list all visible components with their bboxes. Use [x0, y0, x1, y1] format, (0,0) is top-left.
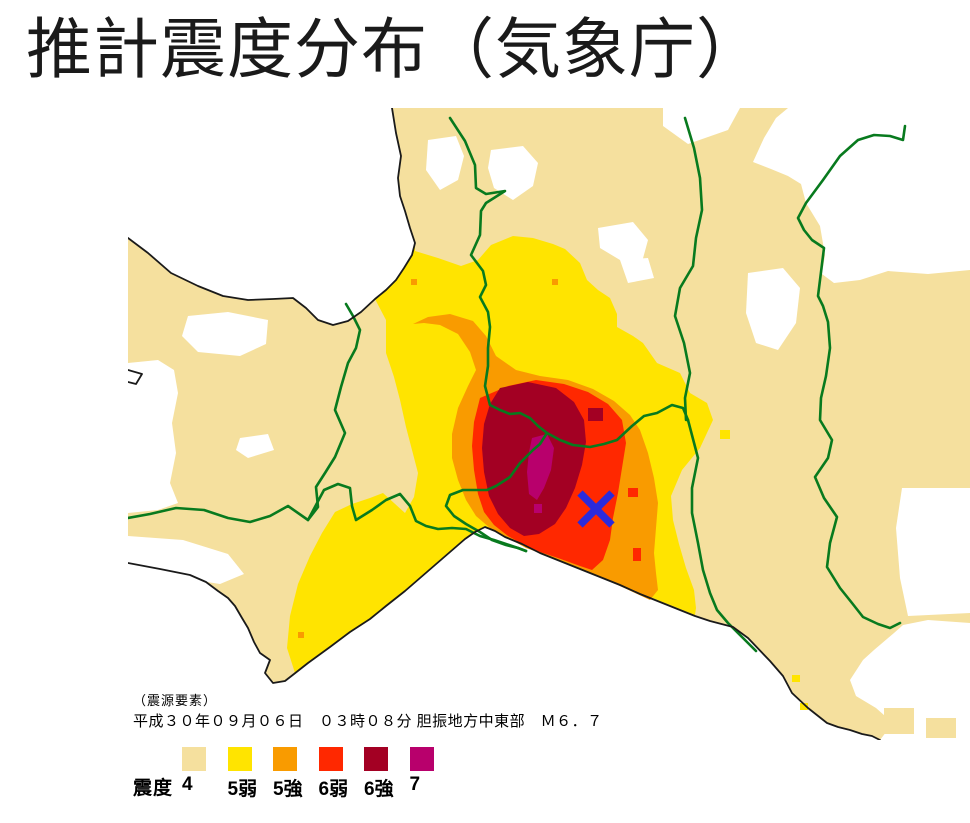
white-patch: [182, 312, 268, 356]
legend-swatch-6-upper: [364, 747, 389, 771]
intensity-legend: 震度 4 5弱 5強 6弱 6強 7: [133, 747, 455, 801]
intensity-6-lower-speckle: [633, 548, 641, 561]
boundary-line: [306, 302, 362, 522]
page-title: 推計震度分布（気象庁）: [26, 12, 763, 86]
legend-title: 震度: [133, 778, 174, 799]
white-patch: [620, 258, 654, 283]
cream-patch: [884, 708, 914, 734]
white-patch: [128, 360, 178, 513]
legend-item-4: 4: [182, 747, 228, 801]
white-patch: [236, 434, 274, 458]
legend-items: 4 5弱 5強 6弱 6強 7: [182, 747, 455, 801]
legend-swatch-4: [182, 747, 207, 771]
boundary-line: [796, 124, 907, 630]
legend-item-6-lower: 6弱: [318, 747, 365, 801]
yellow-speckle: [720, 430, 730, 439]
intensity-map-svg: [128, 108, 970, 740]
yellow-speckle: [792, 675, 800, 682]
legend-label-4: 4: [182, 774, 193, 795]
cream-patch: [926, 718, 956, 738]
legend-swatch-5-lower: [227, 747, 252, 771]
legend-item-5-upper: 5強: [273, 747, 319, 801]
legend-swatch-7: [409, 747, 434, 771]
coastlines: [128, 108, 881, 740]
legend-swatch-5-upper: [273, 747, 298, 771]
orange-speckle: [298, 632, 304, 638]
boundary-line: [673, 116, 758, 653]
white-patch: [753, 108, 970, 283]
white-patch: [850, 620, 970, 740]
orange-speckle: [552, 279, 558, 285]
intensity-7-speckle: [534, 504, 542, 513]
white-patch: [488, 146, 538, 200]
white-patch: [896, 488, 970, 616]
white-patch: [128, 536, 244, 584]
legend-label-5-lower: 5弱: [227, 779, 258, 800]
white-patch: [598, 222, 648, 262]
coastline-ishikari-bay: [128, 108, 416, 326]
legend-label-6-upper: 6強: [364, 779, 394, 800]
intensity-map: [128, 108, 970, 740]
intensity-6-lower-speckle: [628, 488, 638, 497]
coastline-shakotan-tip: [128, 369, 143, 385]
epicenter-x-stroke: [577, 490, 615, 528]
orange-speckle: [411, 279, 417, 285]
boundary-line: [444, 431, 549, 553]
yellow-speckle: [800, 703, 808, 710]
legend-label-7: 7: [409, 774, 421, 795]
white-patch: [663, 108, 740, 144]
white-patch: [426, 136, 464, 190]
legend-swatch-6-lower: [318, 747, 343, 771]
legend-item-5-lower: 5弱: [227, 747, 274, 801]
legend-label-5-upper: 5強: [273, 779, 303, 800]
white-patch: [746, 268, 800, 350]
hypocenter-info: （震源要素） 平成３０年０９月０６日 ０３時０８分 胆振地方中東部 Ｍ６．７: [133, 693, 603, 731]
intensity-6-upper-speckle: [588, 408, 603, 421]
boundary-line: [448, 116, 690, 449]
epicenter-marker: [577, 490, 615, 528]
coastline-pacific: [128, 526, 881, 740]
legend-label-6-lower: 6弱: [318, 779, 349, 800]
legend-item-6-upper: 6強: [364, 747, 410, 801]
hypocenter-info-heading: （震源要素）: [133, 693, 218, 708]
legend-item-7: 7: [409, 747, 456, 801]
hypocenter-info-detail: 平成３０年０９月０６日 ０３時０８分 胆振地方中東部 Ｍ６．７: [133, 712, 603, 730]
low-intensity-white-patches: [128, 108, 970, 740]
